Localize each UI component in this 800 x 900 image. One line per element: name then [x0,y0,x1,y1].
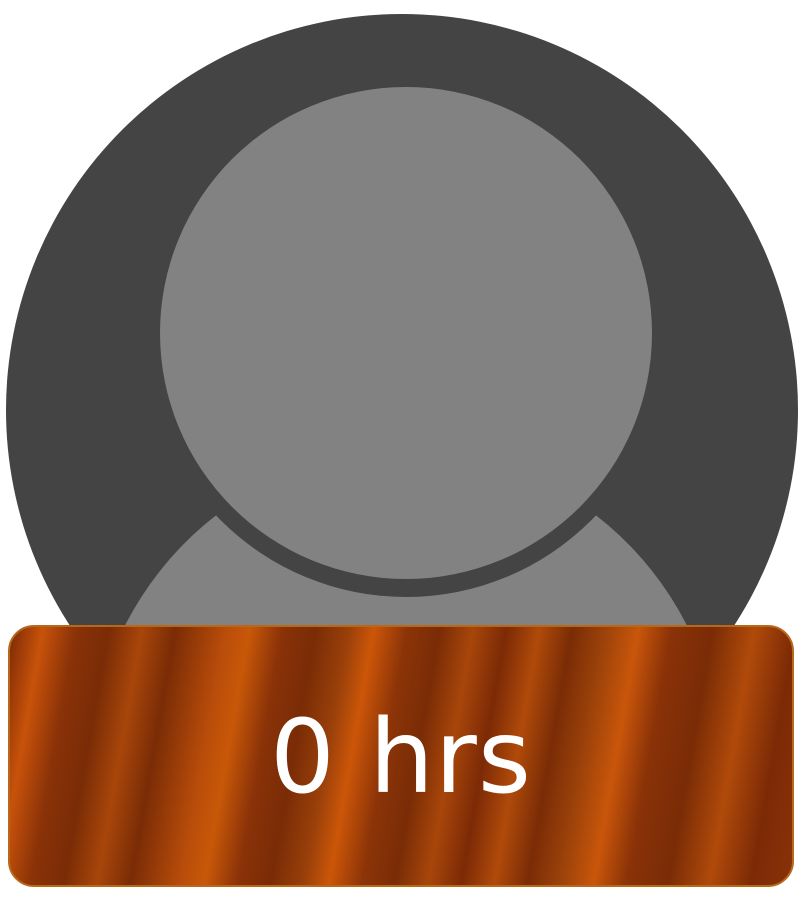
avatar-head-shape [160,87,652,579]
hours-badge: 0 hrs [8,625,794,887]
hours-label: 0 hrs [269,698,533,817]
